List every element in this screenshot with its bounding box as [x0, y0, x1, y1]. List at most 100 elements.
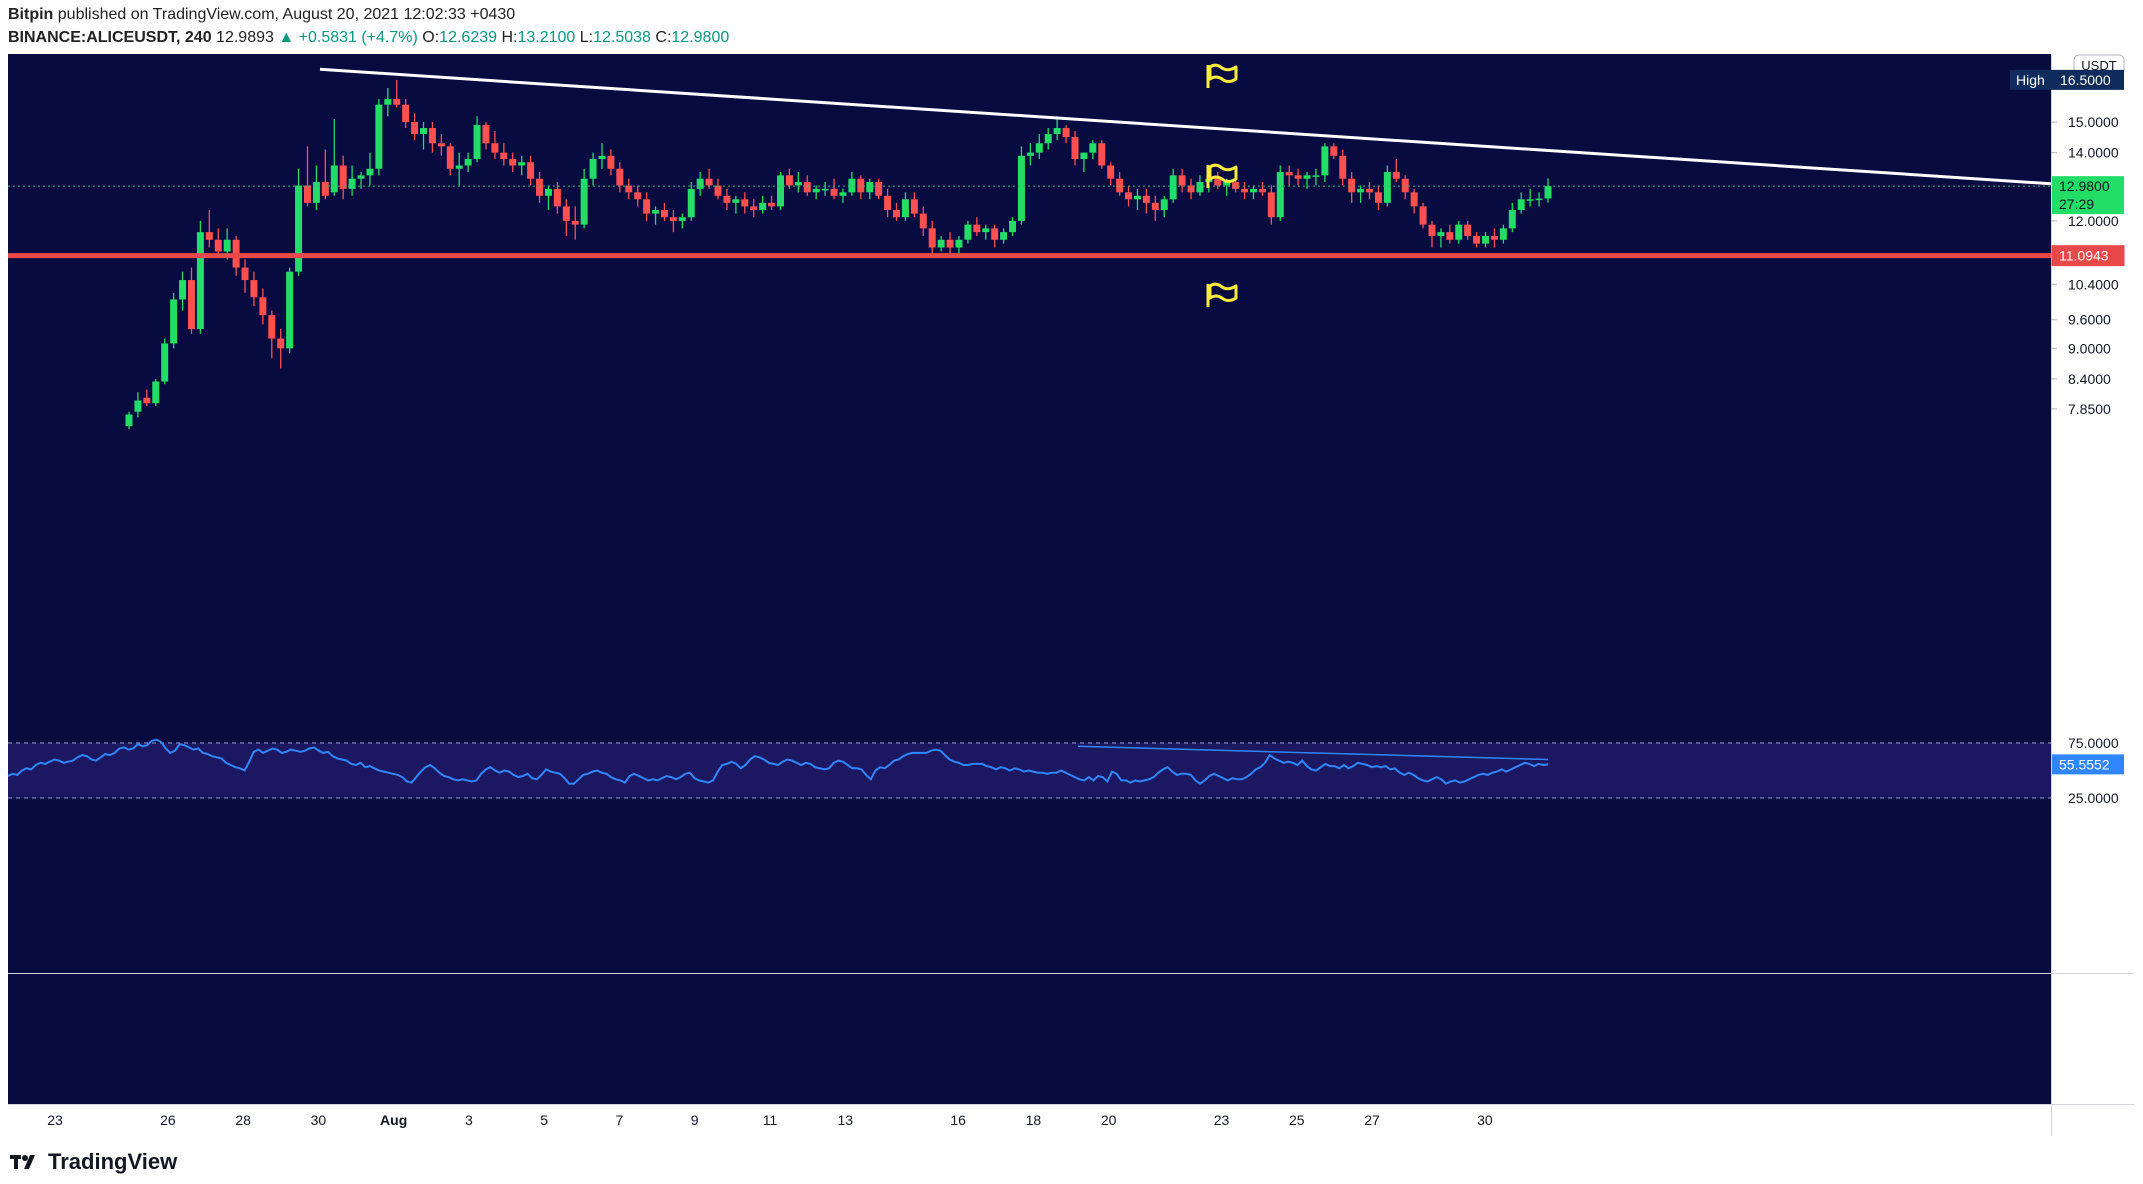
candle-body[interactable] — [928, 228, 936, 248]
candle-body[interactable] — [687, 188, 695, 218]
candle-body[interactable] — [357, 175, 365, 179]
candle-body[interactable] — [598, 155, 606, 160]
candle-body[interactable] — [714, 185, 722, 196]
candle-body[interactable] — [839, 192, 847, 196]
candle-body[interactable] — [678, 217, 686, 221]
candle-body[interactable] — [286, 271, 294, 349]
candle-body[interactable] — [1392, 172, 1400, 179]
candle-body[interactable] — [1116, 178, 1124, 193]
candle-body[interactable] — [1062, 128, 1070, 138]
candle-body[interactable] — [295, 185, 303, 272]
candle-body[interactable] — [1455, 224, 1463, 240]
candle-body[interactable] — [161, 343, 169, 382]
candle-body[interactable] — [214, 239, 222, 252]
candle-body[interactable] — [1232, 182, 1240, 189]
candle-body[interactable] — [669, 217, 677, 221]
candle-body[interactable] — [964, 224, 972, 240]
candle-body[interactable] — [893, 209, 901, 218]
candle-body[interactable] — [518, 162, 526, 166]
candle-body[interactable] — [143, 397, 151, 404]
candle-body[interactable] — [473, 125, 481, 160]
candle-body[interactable] — [1080, 152, 1088, 160]
candle-body[interactable] — [652, 209, 660, 214]
current-price-label[interactable]: 12.9800 27:29 — [2052, 176, 2124, 215]
candle-body[interactable] — [312, 182, 320, 203]
candle-body[interactable] — [821, 188, 829, 191]
candle-body[interactable] — [875, 182, 883, 196]
symbol-label[interactable]: BINANCE:ALICEUSDT, 240 — [8, 29, 212, 46]
candle-body[interactable] — [1098, 143, 1106, 166]
candle-body[interactable] — [321, 182, 329, 196]
candle-body[interactable] — [241, 267, 249, 281]
candle-body[interactable] — [1357, 188, 1365, 193]
candle-body[interactable] — [205, 232, 213, 240]
candle-body[interactable] — [1285, 172, 1293, 176]
flag-icon[interactable] — [1206, 163, 1238, 188]
rsi-divergence-line[interactable] — [1077, 745, 1549, 761]
candle-body[interactable] — [1276, 172, 1284, 218]
rsi-pane[interactable] — [8, 743, 2051, 1104]
chart-container[interactable]: USDT28.000026.000024.000022.000020.00001… — [7, 0, 2134, 1136]
candle-body[interactable] — [1044, 134, 1052, 144]
candle-body[interactable] — [571, 220, 579, 225]
candle-body[interactable] — [1464, 224, 1472, 236]
candle-body[interactable] — [1410, 192, 1418, 207]
candle-body[interactable] — [1071, 137, 1079, 160]
candle-body[interactable] — [330, 165, 338, 193]
candle-body[interactable] — [464, 159, 472, 166]
candle-body[interactable] — [857, 178, 865, 193]
candle-body[interactable] — [741, 199, 749, 207]
candle-body[interactable] — [1473, 235, 1481, 244]
candle-body[interactable] — [759, 202, 767, 210]
candle-body[interactable] — [1187, 185, 1195, 193]
candle-body[interactable] — [1366, 188, 1374, 193]
candle-body[interactable] — [705, 178, 713, 186]
candle-body[interactable] — [1419, 206, 1427, 225]
candle-body[interactable] — [607, 155, 615, 169]
candle-body[interactable] — [1196, 182, 1204, 193]
candle-body[interactable] — [1151, 202, 1159, 210]
candle-body[interactable] — [152, 381, 160, 404]
candle-body[interactable] — [848, 178, 856, 193]
candle-body[interactable] — [589, 159, 597, 179]
candle-body[interactable] — [1258, 188, 1266, 193]
candle-body[interactable] — [785, 175, 793, 186]
candle-body[interactable] — [1241, 188, 1249, 193]
high-price-label[interactable]: High 16.5000 — [2010, 69, 2124, 90]
candle-body[interactable] — [1035, 143, 1043, 153]
candle-body[interactable] — [553, 188, 561, 207]
candlestick-chart[interactable]: USDT28.000026.000024.000022.000020.00001… — [7, 0, 2134, 1136]
candle-body[interactable] — [509, 159, 517, 166]
candle-body[interactable] — [1339, 155, 1347, 179]
candle-body[interactable] — [268, 315, 276, 339]
candle-body[interactable] — [732, 199, 740, 203]
candle-body[interactable] — [794, 182, 802, 186]
candle-body[interactable] — [544, 188, 552, 196]
candle-body[interactable] — [1517, 199, 1525, 210]
candle-body[interactable] — [1348, 178, 1356, 193]
candle-body[interactable] — [1374, 192, 1382, 203]
candle-body[interactable] — [179, 280, 187, 300]
main-pane-background[interactable] — [8, 54, 2051, 973]
candle-body[interactable] — [866, 182, 874, 193]
flag-icon[interactable] — [1206, 282, 1238, 307]
candle-body[interactable] — [1142, 195, 1150, 203]
candle-body[interactable] — [1321, 146, 1329, 176]
candle-body[interactable] — [223, 239, 231, 252]
candle-body[interactable] — [1383, 172, 1391, 203]
candle-body[interactable] — [803, 182, 811, 193]
candle-body[interactable] — [491, 143, 499, 153]
candle-body[interactable] — [455, 165, 463, 169]
candle-body[interactable] — [1508, 209, 1516, 229]
main-pane[interactable] — [8, 54, 2051, 973]
candle-body[interactable] — [1428, 224, 1436, 236]
candle-body[interactable] — [420, 128, 428, 135]
candle-body[interactable] — [196, 232, 204, 330]
candle-body[interactable] — [366, 168, 374, 176]
candle-body[interactable] — [500, 152, 508, 160]
candle-body[interactable] — [527, 162, 535, 179]
candle-body[interactable] — [768, 202, 776, 207]
candle-body[interactable] — [303, 185, 311, 203]
candle-body[interactable] — [1490, 235, 1498, 240]
candle-body[interactable] — [946, 239, 954, 248]
